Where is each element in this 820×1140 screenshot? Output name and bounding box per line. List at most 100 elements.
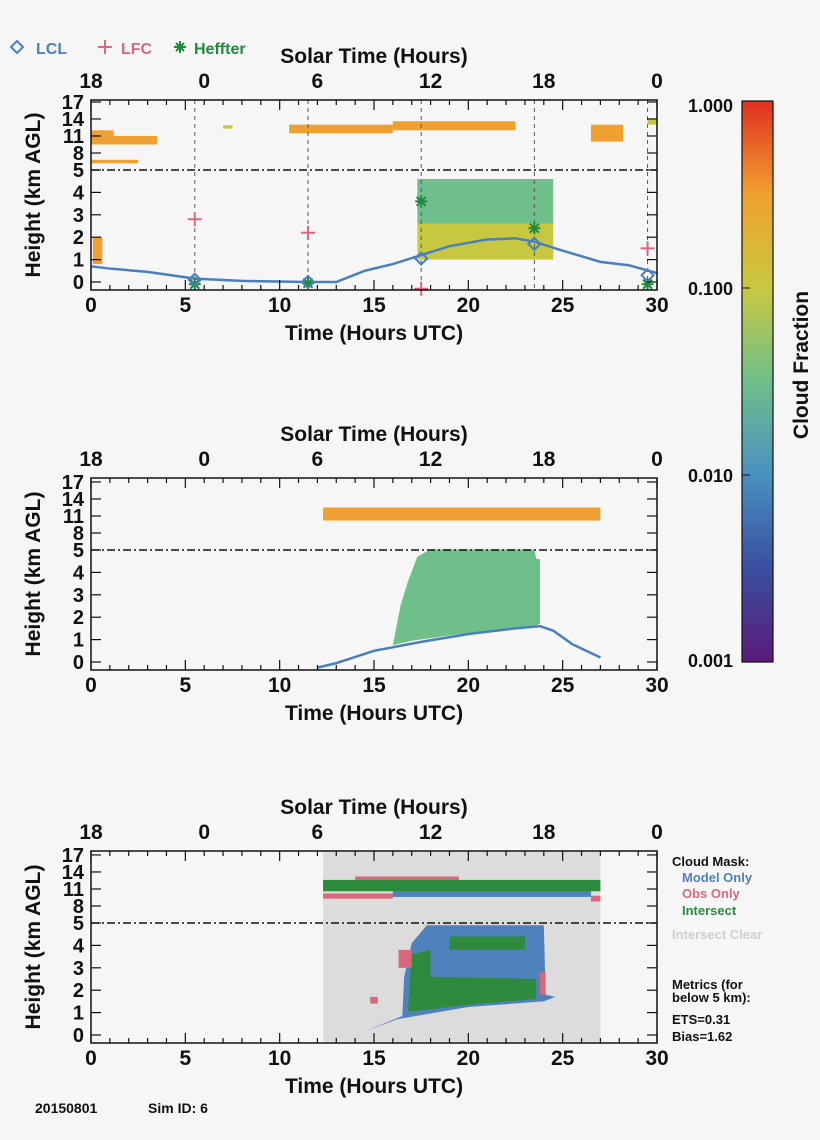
heffter-marker bbox=[301, 277, 314, 290]
colorbar-title: Cloud Fraction bbox=[790, 291, 813, 439]
y-tick-label: 5 bbox=[73, 540, 84, 562]
ets-metric: ETS=0.31 bbox=[672, 1012, 730, 1027]
solar-tick-label: 12 bbox=[419, 448, 442, 471]
heffter-marker bbox=[188, 278, 201, 291]
bias-metric: Bias=1.62 bbox=[672, 1029, 732, 1044]
colorbar-tick-label: 0.001 bbox=[688, 651, 733, 671]
lfc-marker bbox=[300, 225, 315, 240]
legend-intersect: Intersect bbox=[682, 903, 737, 918]
colorbar-tick-label: 0.010 bbox=[688, 466, 733, 486]
cloud-region bbox=[91, 159, 139, 164]
x-tick-label: 10 bbox=[268, 674, 291, 697]
y-tick-label: 3 bbox=[73, 205, 84, 227]
y-tick-label: 4 bbox=[73, 562, 85, 584]
legend-heffter: Heffter bbox=[194, 41, 246, 58]
solar-tick-label: 6 bbox=[312, 821, 324, 844]
sim-id-label: Sim ID: 6 bbox=[148, 1100, 208, 1116]
x-axis-title: Time (Hours UTC) bbox=[285, 322, 463, 345]
legend-obs-only: Obs Only bbox=[682, 886, 741, 901]
x-tick-label: 25 bbox=[551, 294, 575, 317]
cloud-region bbox=[289, 124, 393, 134]
y-tick-label: 17 bbox=[62, 845, 84, 867]
x-tick-label: 25 bbox=[551, 674, 575, 697]
x-tick-label: 0 bbox=[85, 674, 97, 697]
lcl-marker bbox=[187, 272, 203, 288]
colorbar-gradient bbox=[741, 100, 774, 663]
solar-tick-label: 6 bbox=[312, 70, 324, 93]
x-tick-label: 0 bbox=[85, 294, 97, 317]
mask-region-obs-only bbox=[355, 876, 459, 882]
x-tick-label: 0 bbox=[85, 1047, 97, 1070]
solar-tick-label: 12 bbox=[419, 821, 442, 844]
mask-region-obs-only bbox=[540, 972, 546, 995]
solar-tick-label: 18 bbox=[79, 448, 103, 471]
legend-lfc: LFC bbox=[121, 41, 153, 58]
lcl-line bbox=[317, 624, 601, 669]
x-tick-label: 5 bbox=[179, 1047, 191, 1070]
heffter-marker bbox=[641, 278, 654, 291]
y-tick-label: 17 bbox=[62, 92, 84, 114]
colorbar-tick-label: 1.000 bbox=[688, 96, 733, 116]
cloud-region bbox=[91, 135, 158, 145]
mask-region-obs-only bbox=[323, 893, 393, 899]
x-tick-label: 20 bbox=[457, 674, 480, 697]
y-tick-label: 5 bbox=[73, 160, 84, 182]
y-axis-title: Height (km AGL) bbox=[22, 113, 45, 278]
mask-region-intersect bbox=[449, 936, 525, 950]
y-axis-title: Height (km AGL) bbox=[22, 865, 45, 1030]
legend-model-only: Model Only bbox=[682, 870, 753, 885]
y-tick-label: 3 bbox=[73, 958, 84, 980]
metrics-title: Metrics (for bbox=[672, 977, 743, 992]
marker-legend: LCL LFC Heffter bbox=[9, 39, 246, 58]
x-axis-title: Time (Hours UTC) bbox=[285, 702, 463, 725]
cloud-region bbox=[417, 178, 554, 224]
solar-tick-label: 18 bbox=[79, 821, 103, 844]
y-tick-label: 3 bbox=[73, 585, 84, 607]
cloud-region bbox=[223, 125, 233, 129]
lcl-marker bbox=[300, 274, 316, 290]
colorbar-tick-label: 0.100 bbox=[688, 279, 733, 299]
x-tick-label: 30 bbox=[645, 294, 668, 317]
solar-time-axis-title: Solar Time (Hours) bbox=[280, 45, 467, 68]
x-tick-label: 15 bbox=[362, 674, 386, 697]
solar-tick-label: 18 bbox=[532, 70, 556, 93]
x-tick-label: 5 bbox=[179, 294, 191, 317]
heffter-marker bbox=[528, 222, 541, 235]
solar-tick-label: 0 bbox=[651, 70, 663, 93]
y-tick-label: 11 bbox=[63, 506, 84, 528]
x-tick-label: 25 bbox=[551, 1047, 575, 1070]
solar-tick-label: 0 bbox=[198, 821, 210, 844]
y-tick-label: 1 bbox=[73, 1003, 84, 1025]
y-tick-label: 0 bbox=[73, 1025, 84, 1047]
mask-region-intersect bbox=[323, 879, 601, 892]
lfc-marker bbox=[640, 241, 655, 256]
solar-tick-label: 18 bbox=[532, 448, 556, 471]
solar-time-axis-title: Solar Time (Hours) bbox=[280, 796, 467, 819]
y-tick-label: 0 bbox=[73, 272, 84, 294]
y-tick-label: 5 bbox=[73, 913, 84, 935]
y-tick-label: 1 bbox=[73, 250, 84, 272]
heffter-marker bbox=[415, 195, 428, 208]
y-tick-label: 14 bbox=[62, 862, 85, 884]
cloud-region bbox=[91, 130, 114, 136]
cloud-region bbox=[392, 121, 516, 131]
y-axis-title: Height (km AGL) bbox=[22, 492, 45, 657]
metrics-title: below 5 km): bbox=[672, 990, 751, 1005]
solar-tick-label: 18 bbox=[79, 70, 103, 93]
y-tick-label: 11 bbox=[63, 879, 84, 901]
lfc-legend-icon bbox=[98, 40, 112, 54]
plot-frame bbox=[90, 477, 658, 671]
x-tick-label: 30 bbox=[645, 674, 668, 697]
y-tick-label: 8 bbox=[73, 143, 84, 165]
legend-intersect-clear: Intersect Clear bbox=[672, 927, 762, 942]
lcl-marker bbox=[526, 236, 542, 252]
y-tick-label: 11 bbox=[63, 126, 84, 148]
date-label: 20150801 bbox=[35, 1100, 98, 1116]
y-tick-label: 1 bbox=[73, 630, 84, 652]
x-tick-label: 20 bbox=[457, 1047, 480, 1070]
y-tick-label: 4 bbox=[73, 182, 85, 204]
